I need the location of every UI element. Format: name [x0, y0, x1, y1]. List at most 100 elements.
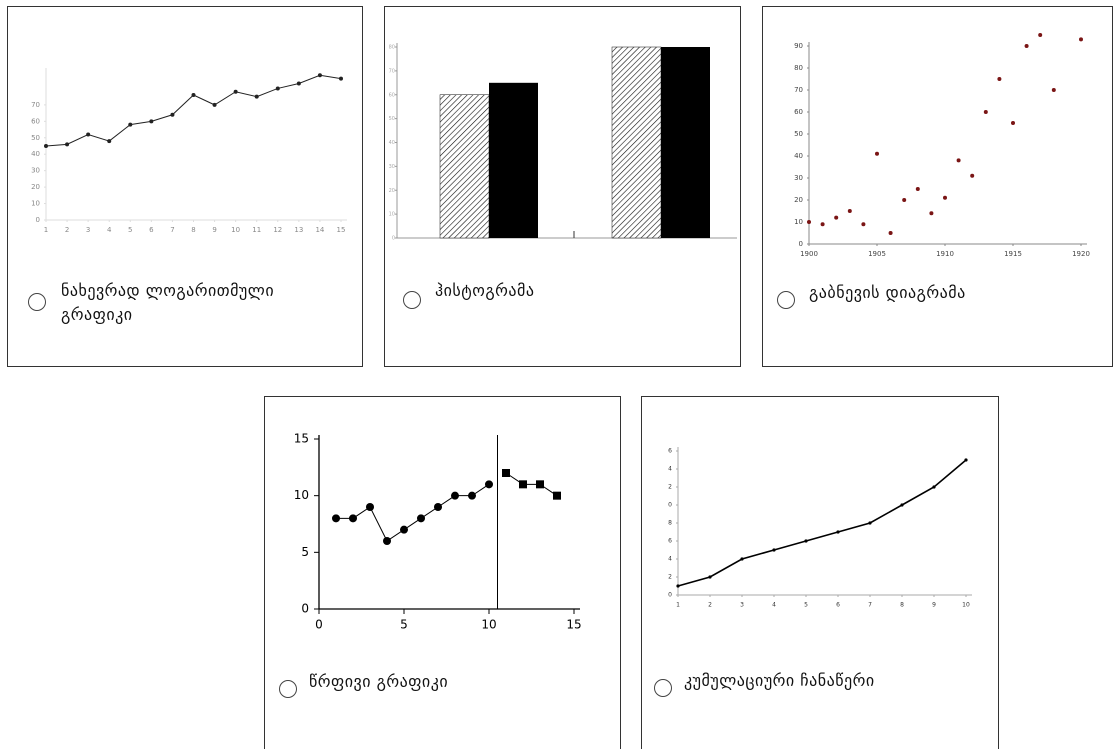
x-tick-label: 2: [708, 602, 712, 609]
line: [45, 74, 342, 147]
point: [964, 458, 968, 462]
x-tick-label: 10: [231, 226, 240, 234]
point: [1024, 44, 1029, 48]
x-tick-label: 1905: [868, 250, 886, 258]
y-tick-label: 80: [794, 64, 803, 72]
point: [536, 480, 544, 489]
y-tick-label: 10: [31, 200, 40, 208]
x-tick-label: 3: [740, 602, 744, 609]
line: [505, 472, 558, 497]
option-card[interactable]: 0 10 20 30 40 50 60 70 1 2 3 4 5 6 7 8 9 10 11 12 13 14 15 ნახე…: [7, 6, 363, 367]
option-label[interactable]: ჰისტოგრამა: [435, 281, 535, 300]
point: [1038, 33, 1043, 37]
y-tick-label: 0: [668, 502, 672, 509]
point: [149, 119, 154, 124]
point: [943, 195, 947, 200]
y-tick-label: 20: [389, 188, 395, 194]
point: [417, 514, 425, 523]
radio-button[interactable]: [777, 291, 795, 309]
option-card[interactable]: 0 10 20 30 40 50 60 70 80 90 1900 1905 1910 1915 1920 გ…: [762, 6, 1113, 367]
point: [400, 525, 408, 534]
x-tick-label: 5: [128, 226, 132, 234]
y-tick-label: 70: [31, 101, 40, 109]
point: [553, 491, 561, 500]
x-tick-label: 1: [44, 226, 48, 234]
x-tick-label: 7: [868, 602, 872, 609]
radio-button[interactable]: [403, 291, 421, 309]
y-tick-label: 15: [294, 432, 309, 446]
point: [740, 557, 744, 561]
chart: 0 10 20 30 40 50 60 70 80: [389, 43, 737, 242]
x-tick-label: 1915: [1004, 250, 1022, 258]
option-label[interactable]: გაბნევის დიაგრამა: [809, 283, 966, 302]
x-tick-label: 5: [400, 618, 408, 632]
x-tick-label: 3: [86, 226, 90, 234]
x-tick-label: 13: [294, 226, 303, 234]
point: [772, 548, 776, 552]
point: [997, 77, 1002, 81]
option-label[interactable]: კუმულაციური ჩანაწერი: [684, 671, 875, 690]
y-tick-label: 2: [668, 574, 672, 581]
y-tick-label: 80: [389, 45, 395, 51]
option-label[interactable]: ნახევრად ლოგარითმული გრაფიკი: [61, 281, 275, 324]
point: [807, 220, 811, 224]
point: [834, 215, 839, 220]
line: [677, 459, 967, 587]
y-tick-label: 5: [301, 545, 309, 559]
point: [128, 122, 133, 127]
x-tick-label: 7: [170, 226, 174, 234]
radio-button[interactable]: [28, 293, 46, 311]
point: [875, 151, 879, 156]
x-tick-label: 5: [804, 602, 808, 609]
point: [468, 491, 476, 500]
x-tick-label: 15: [337, 226, 346, 234]
y-tick-label: 20: [31, 183, 40, 191]
y-tick-label: 20: [794, 196, 803, 204]
point: [485, 480, 493, 489]
x-tick-label: 9: [932, 602, 936, 609]
bar: [611, 46, 662, 239]
point: [233, 89, 238, 94]
x-tick-label: 2: [65, 226, 69, 234]
point: [434, 503, 442, 511]
option-card[interactable]: 0 10 20 30 40 50 60 70 80 ჰისტოგრამა: [384, 6, 741, 367]
option-card[interactable]: 0 2 4 6 8 0 2 4 6 1 2 3 4 5 6 7 8 9 10 კუმულაციური ჩანაწერი: [641, 396, 999, 749]
y-tick-label: 10: [389, 212, 395, 218]
y-tick-label: 40: [31, 150, 40, 158]
y-tick-label: 30: [389, 164, 395, 170]
y-tick-label: 6: [668, 538, 672, 545]
y-tick-label: 50: [794, 130, 803, 138]
x-tick-label: 11: [252, 226, 261, 234]
point: [900, 503, 904, 507]
x-tick-label: 9: [212, 226, 216, 234]
point: [451, 491, 459, 500]
chart: 0 2 4 6 8 0 2 4 6 1 2 3 4 5 6 7 8 9 10: [668, 447, 972, 609]
y-tick-label: 0: [668, 592, 672, 599]
radio-button[interactable]: [654, 679, 672, 697]
y-tick-label: 60: [31, 117, 40, 125]
y-tick-label: 0: [392, 236, 395, 242]
x-tick-label: 6: [836, 602, 840, 609]
x-tick-label: 8: [900, 602, 904, 609]
option-label[interactable]: წრფივი გრაფიკი: [309, 672, 449, 691]
point: [836, 530, 840, 534]
point: [191, 93, 196, 98]
point: [708, 575, 712, 579]
y-tick-label: 4: [668, 466, 672, 473]
x-tick-label: 8: [191, 226, 195, 234]
x-tick-label: 12: [273, 226, 282, 234]
y-tick-label: 60: [389, 92, 395, 98]
x-tick-label: 14: [315, 226, 324, 234]
x-tick-label: 15: [566, 618, 581, 632]
point: [339, 76, 343, 81]
point: [65, 142, 70, 147]
point: [847, 209, 852, 213]
option-card[interactable]: 0 5 10 15 0 5 10 15 წრფივი გრაფიკი: [264, 396, 621, 749]
point: [902, 198, 907, 202]
point: [296, 81, 301, 86]
point: [212, 102, 217, 107]
point: [861, 222, 866, 227]
radio-button[interactable]: [279, 680, 297, 698]
y-tick-label: 10: [294, 488, 309, 502]
